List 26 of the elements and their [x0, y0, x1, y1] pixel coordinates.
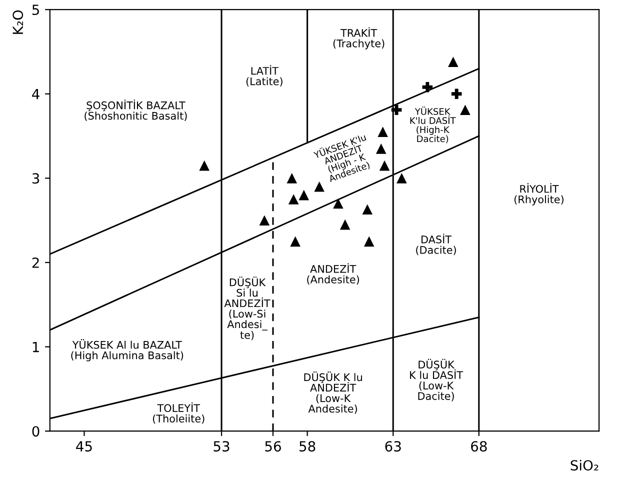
y-tick-label: 0 — [32, 426, 40, 437]
y-tick-label: 5 — [32, 4, 39, 16]
annotation: DÜŞÜK K lu DASİT (Low-K Dacite) — [410, 358, 464, 402]
x-tick-label: 58 — [300, 441, 316, 452]
x-axis-title: SiO₂ — [570, 460, 598, 471]
y-tick-label: 2 — [32, 257, 39, 268]
annotation: DÜŞÜK Si lu ANDEZİT (Low-Si Andesi_ te) — [224, 276, 270, 340]
y-tick-label: 3 — [32, 173, 40, 184]
annotation: TOLEYİT (Tholeiite) — [152, 402, 204, 424]
annotation: LATİT (Latite) — [246, 65, 282, 87]
annotation: YÜKSEK Al lu BAZALT (High Alumina Basalt) — [71, 339, 184, 362]
x-tick-label: 68 — [471, 441, 487, 452]
y-tick-label: 4 — [32, 89, 40, 100]
x-tick-label: 53 — [214, 441, 230, 452]
annotation: DÜŞÜK K lu ANDEZİT (Low-K Andesite) — [304, 372, 362, 414]
x-tick-label: 45 — [76, 441, 92, 452]
annotation: ANDEZİT (Andesite) — [307, 263, 360, 285]
y-axis-title: K₂O — [12, 10, 24, 34]
annotation: YÜKSEK K'lu DASİT (High-K Dacite) — [410, 106, 456, 144]
annotation: TRAKİT (Trachyte) — [333, 27, 384, 50]
y-tick-label: 1 — [32, 342, 39, 352]
annotation: RİYOLİT (Rhyolite) — [514, 183, 564, 206]
x-tick-label: 56 — [265, 441, 281, 452]
x-tick-label: 63 — [385, 441, 401, 452]
annotation: DASİT (Dacite) — [416, 234, 456, 256]
annotation: ŞOŞONİTİK BAZALT (Shoshonitic Basalt) — [84, 100, 187, 121]
